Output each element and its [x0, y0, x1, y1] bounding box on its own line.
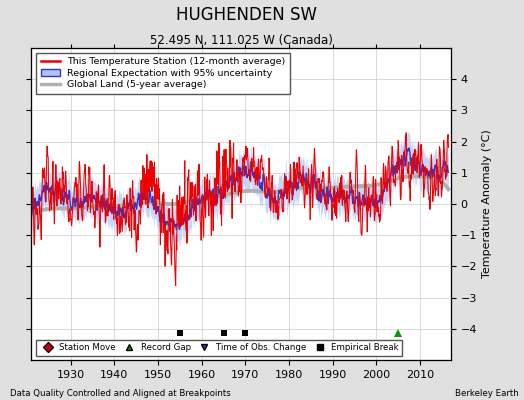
Title: 52.495 N, 111.025 W (Canada): 52.495 N, 111.025 W (Canada) [150, 34, 332, 47]
Y-axis label: Temperature Anomaly (°C): Temperature Anomaly (°C) [483, 130, 493, 278]
Text: HUGHENDEN SW: HUGHENDEN SW [176, 6, 317, 24]
Text: Berkeley Earth: Berkeley Earth [455, 389, 519, 398]
Text: Data Quality Controlled and Aligned at Breakpoints: Data Quality Controlled and Aligned at B… [10, 389, 231, 398]
Legend: Station Move, Record Gap, Time of Obs. Change, Empirical Break: Station Move, Record Gap, Time of Obs. C… [36, 340, 402, 356]
